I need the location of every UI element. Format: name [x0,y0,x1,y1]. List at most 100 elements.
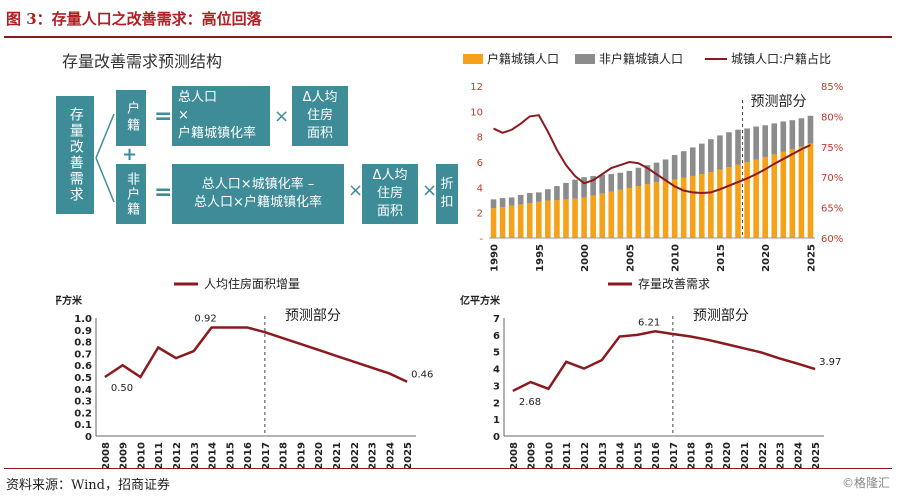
x-tick-label: 2008 [101,442,112,468]
formula-line-3: 户籍城镇化率 [178,126,257,142]
bar-nonhukou [726,132,732,168]
y-tick-label: 0.3 [74,397,92,408]
y-left-tick-label: 12 [470,82,483,93]
x-tick-label: 2015 [225,442,236,468]
formula-line-1: 总人口 [178,89,218,105]
area-line-1: Δ人均 [302,89,338,105]
bar-hukou [798,146,805,238]
bar-nonhukou [535,192,542,202]
x-tick-label: 2022 [758,442,769,468]
x-tick-label: 2010 [671,244,682,272]
bar-hukou [608,191,615,238]
y-tick-label: 1 [493,415,500,426]
data-label-last: 0.46 [411,370,433,381]
bar-hukou [626,187,633,238]
x-tick-label: 2020 [761,244,772,272]
y-tick-label: 0.2 [74,408,92,419]
bar-hukou [526,203,533,238]
bar-hukou [789,149,796,238]
bar-nonhukou [762,125,769,157]
x-tick-label: 2010 [544,442,555,468]
legend-label-ratio: 城镇人口:户籍占比 [731,51,831,66]
bar-hukou [726,167,732,238]
bar-nonhukou [590,175,596,196]
y-tick-label: 1.0 [74,314,92,325]
y-tick-label: 0.5 [74,373,92,384]
x-tick-label: 2020 [314,442,325,468]
y-tick-label: 0.7 [74,349,92,360]
discount-line-2: 扣 [440,195,454,210]
x-tick-label: 2022 [350,442,361,468]
y-tick-label: 0.6 [74,361,92,372]
data-label-first: 2.68 [519,397,541,408]
y-right-tick-label: 65% [821,204,843,215]
bar-hukou [554,200,560,238]
bar-nonhukou [626,170,633,188]
bar-nonhukou [563,182,569,200]
equals-sign-2: = [154,180,173,205]
area-line-3: 面积 [376,204,403,220]
y-tick-label: 3 [493,381,500,392]
bar-nonhukou [581,177,587,198]
bar-nonhukou [753,126,759,160]
hukou-formula-box: 总人口 × 户籍城镇化率 [172,86,270,146]
nonhukou-label: 非户籍 [124,171,140,217]
bar-hukou [780,151,787,238]
x-tick-label: 2014 [616,442,627,468]
equals-sign-1: = [154,104,173,129]
bar-nonhukou [708,139,714,173]
bar-hukou [653,182,660,238]
bar-nonhukou [490,199,497,209]
bar-nonhukou [689,147,696,176]
bar-nonhukou [554,186,560,200]
times-sign-3: × [422,180,438,201]
x-tick-label: 2025 [806,244,817,272]
formula-line-1: 总人口×城镇化率 – [201,176,315,192]
x-tick-label: 2015 [716,244,727,272]
bar-hukou [671,179,678,238]
y-right-tick-label: 70% [821,173,843,184]
bar-nonhukou [735,129,741,165]
bar-hukou [617,189,624,238]
y-right-tick-label: 75% [821,143,843,154]
y-left-tick-label: 8 [477,133,483,144]
bar-nonhukou [807,115,814,144]
bar-nonhukou [771,123,778,155]
x-tick-label: 2023 [368,442,379,468]
source-note: 资料来源：Wind，招商证券 [6,478,170,493]
x-tick-label: 2021 [740,442,751,468]
branch-connector [95,113,115,203]
x-tick-label: 2013 [190,442,201,468]
y-left-tick-label: 6 [477,158,483,169]
y-tick-label: 4 [493,365,500,376]
x-tick-label: 2000 [580,244,591,272]
y-right-tick-label: 80% [821,112,843,123]
x-tick-label: 2005 [625,244,636,272]
population-chart: 户籍城镇人口 非户籍城镇人口 城镇人口:户籍占比 - 2 4 6 8 10 12 60% 65% 70%… [463,51,843,272]
area-line-1: Δ人均 [372,167,408,183]
root-label: 存量改善需求 [67,107,84,203]
bar-hukou [735,164,741,238]
bar-nonhukou [545,189,551,201]
bar-hukou [771,154,778,238]
bar-hukou [581,197,587,238]
plus-sign: + [122,144,138,165]
x-tick-label: 2009 [527,442,538,468]
forecast-annotation: 预测部分 [285,308,341,324]
bar-nonhukou [717,135,723,170]
bar-hukou [490,208,497,238]
area-line-2: 住房 [376,185,403,201]
legend-label: 存量改善需求 [638,276,710,291]
bar-hukou [698,174,705,238]
y-left-tick-label: 10 [470,107,483,118]
bar-hukou [708,172,714,238]
area-box-2: Δ人均 住房 面积 [362,164,418,224]
area-line-3: 面积 [306,126,333,142]
bar-hukou [717,169,723,238]
hukou-label: 户籍 [124,101,140,135]
bar-nonhukou [680,151,687,178]
discount-box: 折 扣 [436,164,458,224]
bar-nonhukou [644,165,651,185]
legend-label-hukou: 户籍城镇人口 [487,51,559,66]
